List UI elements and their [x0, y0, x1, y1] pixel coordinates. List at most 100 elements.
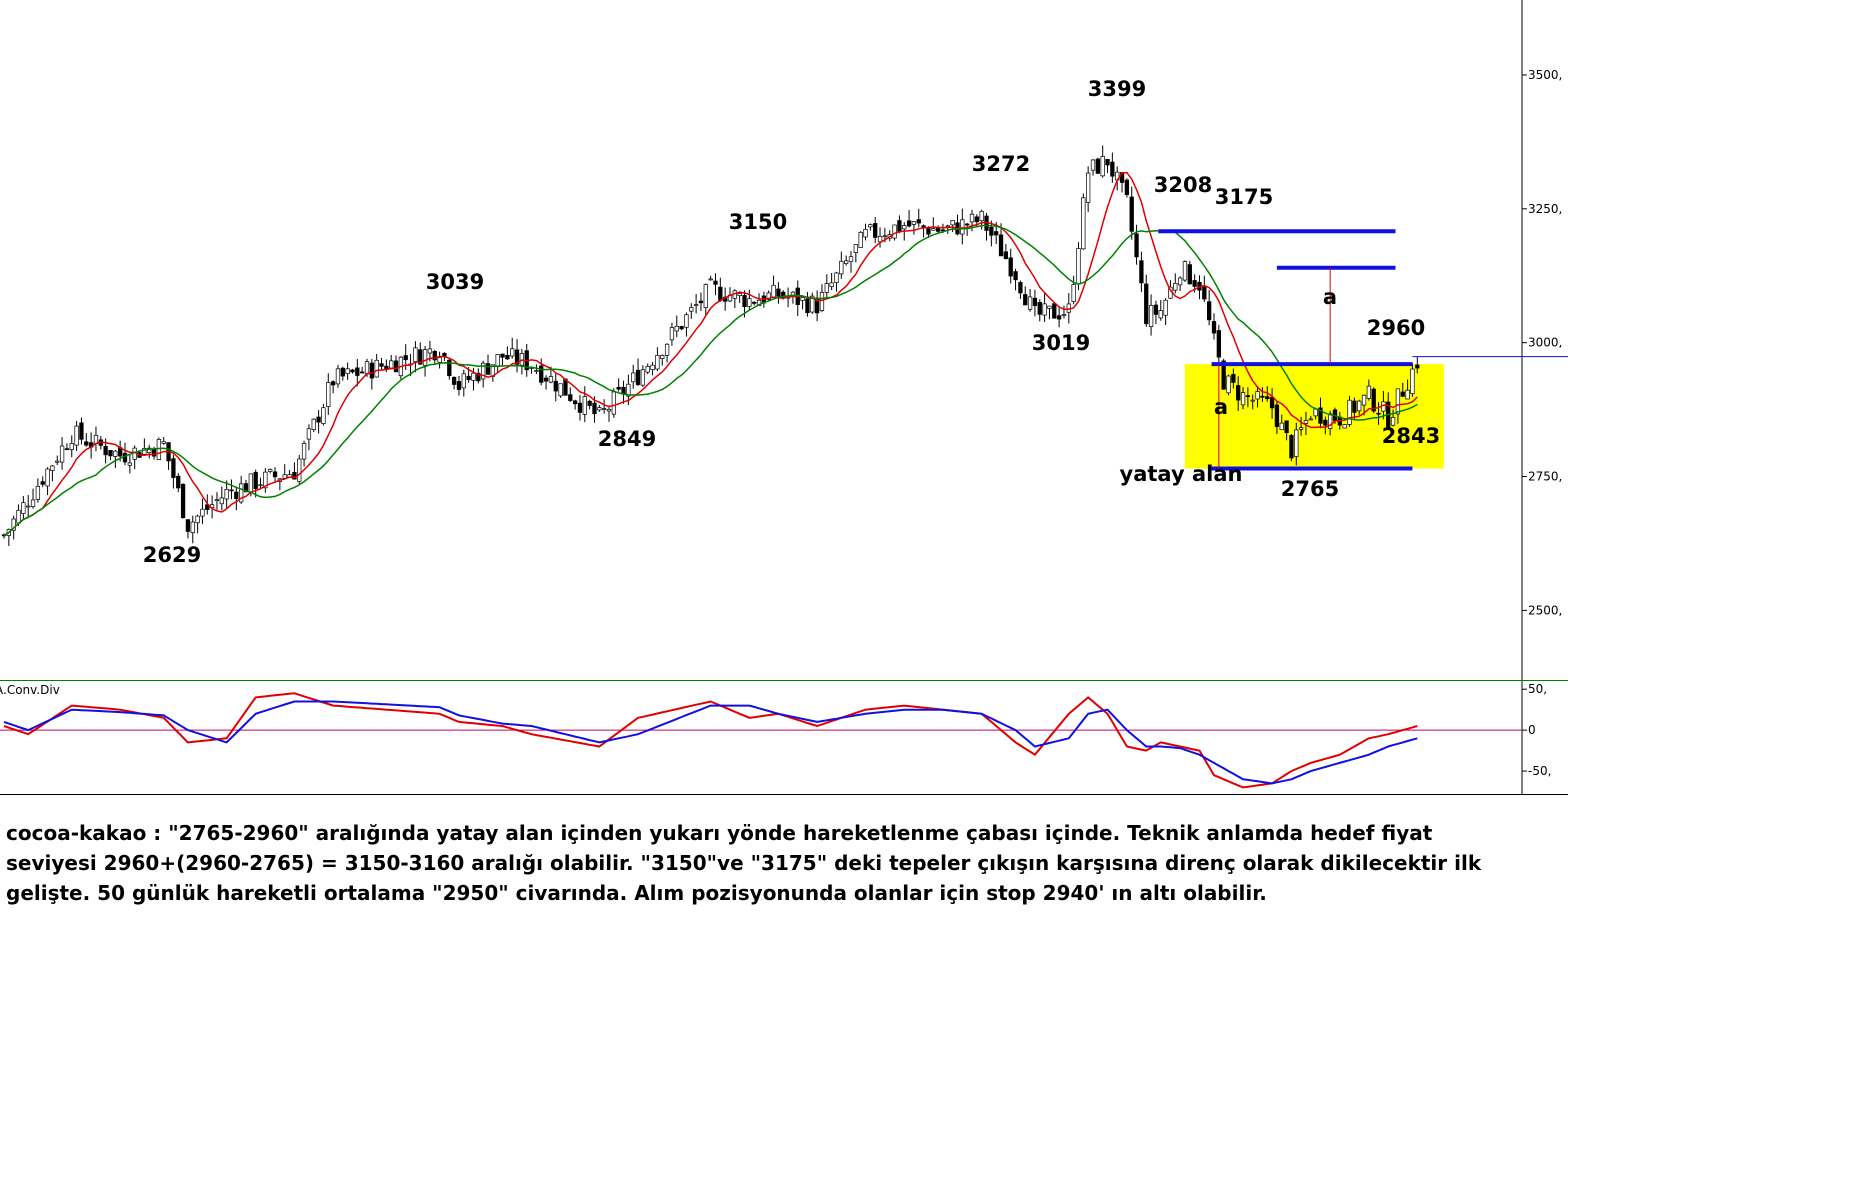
candle-body [1255, 391, 1260, 400]
candle-body [1003, 251, 1009, 259]
price-label-2849: 2849 [598, 427, 656, 451]
candle-body [214, 499, 220, 502]
candle-body [1294, 429, 1299, 457]
candle-body [1090, 159, 1096, 171]
candle-body [219, 497, 224, 505]
candle-body [142, 448, 147, 455]
candle-body [606, 408, 612, 412]
candle-body [1221, 360, 1226, 390]
measure-label-right: a [1323, 285, 1337, 309]
candle-body [50, 465, 55, 471]
candle-body [1279, 422, 1284, 431]
candle-body [1187, 264, 1192, 285]
candle-body [326, 382, 331, 407]
candle-body [1231, 374, 1236, 383]
candle-body [248, 473, 253, 493]
candle-body [437, 357, 442, 363]
macd-title: A.Conv.Div [0, 683, 60, 697]
candle-body [1390, 417, 1396, 426]
candle-body [456, 381, 462, 390]
candle-body [839, 260, 844, 275]
candle-body [1071, 284, 1076, 302]
macd-line-blue [3, 700, 1418, 785]
price-label-2629: 2629 [143, 543, 201, 567]
candle-body [1361, 394, 1367, 406]
candle-body [921, 225, 926, 228]
candle-body [911, 221, 917, 225]
candle-body [1110, 161, 1115, 177]
candle-body [413, 347, 418, 362]
candle-body [40, 481, 45, 485]
candle-body [11, 518, 16, 531]
candle-body [306, 428, 312, 440]
candle-body [1027, 296, 1033, 310]
candle-body [1037, 301, 1042, 315]
candle-body [587, 400, 592, 406]
candle-body [1061, 314, 1067, 316]
candle-body [35, 485, 41, 500]
price-label-3399: 3399 [1088, 77, 1146, 101]
macd-axis-label: 50, [1528, 682, 1547, 696]
candle-body [1260, 395, 1265, 398]
candle-body [461, 373, 466, 389]
candle-body [1018, 282, 1023, 294]
candle-body [568, 394, 573, 401]
candle-body [360, 371, 365, 374]
candle-body [616, 386, 621, 390]
candle-body [897, 220, 902, 232]
candle-body [1182, 261, 1188, 281]
price-label-3150: 3150 [729, 210, 787, 234]
candle-body [1105, 158, 1110, 166]
candle-body [185, 519, 191, 532]
candle-body [747, 298, 752, 307]
candle-body [59, 445, 65, 463]
candle-body [195, 515, 200, 524]
candle-body [1303, 420, 1309, 424]
candle-body [1158, 310, 1163, 319]
price-label-3175: 3175 [1215, 185, 1273, 209]
candle-body [393, 360, 399, 373]
candle-body [161, 441, 166, 444]
candle-body [1323, 419, 1328, 426]
candle-body [476, 372, 481, 382]
candle-body [1250, 399, 1255, 402]
candle-body [892, 224, 897, 239]
candle-body [689, 307, 694, 312]
ma-slow-line [3, 224, 1418, 537]
candle-body [45, 468, 50, 487]
candle-body [1284, 420, 1289, 434]
candle-body [693, 304, 699, 307]
candle-body [974, 216, 979, 223]
candle-body [510, 348, 515, 357]
candle-body [664, 343, 670, 356]
candle-body [84, 441, 89, 446]
candle-body [534, 370, 539, 372]
candle-body [364, 361, 370, 375]
candle-body [916, 219, 921, 224]
candle-body [1086, 172, 1091, 203]
candle-body [234, 491, 239, 499]
price-axis-label: 2750, [1528, 470, 1562, 484]
candle-body [156, 439, 162, 460]
chart-area: 2500, 2750, 3000, 3250, 3500, 2629 3039 2849 315… [0, 0, 1568, 795]
candle-body [1318, 407, 1323, 424]
price-axis-label: 3000, [1528, 336, 1562, 350]
candle-body [1153, 304, 1159, 315]
candle-body [1023, 294, 1028, 306]
candle-body [800, 297, 805, 301]
candle-body [597, 407, 602, 411]
candle-body [16, 509, 21, 524]
price-axis-label: 3250, [1528, 202, 1562, 216]
candle-body [316, 416, 321, 423]
candle-body [1289, 435, 1294, 459]
candle-body [969, 213, 975, 223]
candle-body [1013, 271, 1018, 281]
candle-body [572, 400, 578, 405]
candle-body [868, 224, 873, 228]
candle-body [543, 377, 549, 382]
candle-body [1415, 364, 1420, 369]
candle-body [742, 295, 747, 307]
candle-body [1410, 368, 1415, 394]
candle-body [829, 282, 834, 288]
candle-body [1124, 179, 1130, 196]
